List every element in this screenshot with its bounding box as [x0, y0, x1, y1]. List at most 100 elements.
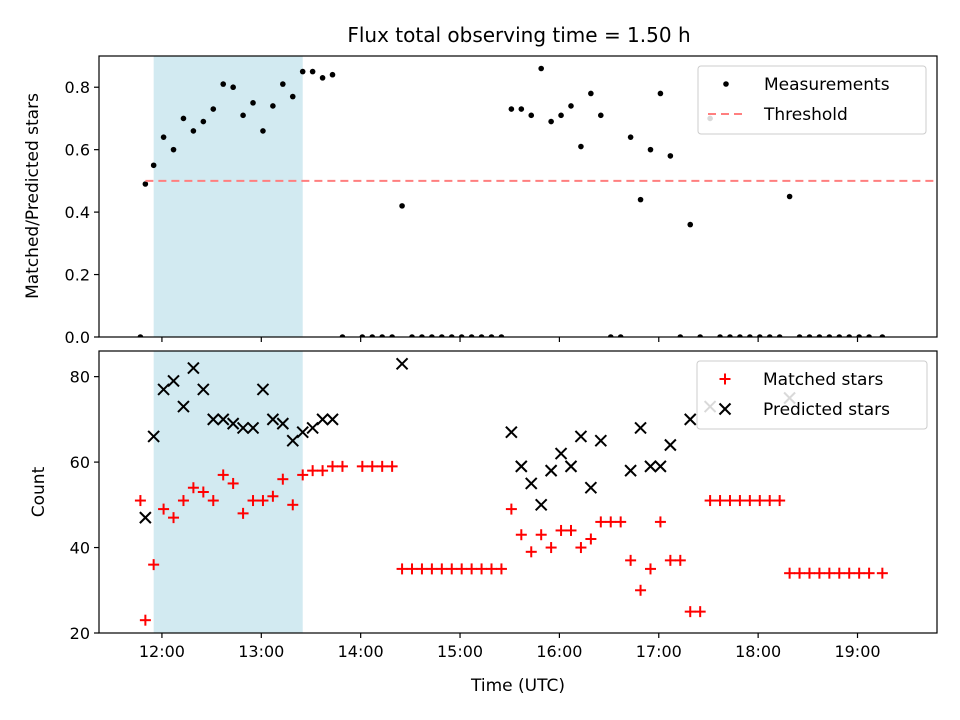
data-point	[786, 193, 793, 200]
matched-point	[317, 465, 329, 477]
predicted-point	[167, 374, 180, 388]
matched-point	[794, 567, 806, 579]
axes-frame	[98, 55, 938, 338]
matched-point	[774, 495, 786, 507]
predicted-point	[634, 421, 647, 435]
data-point	[399, 203, 405, 209]
data-point	[369, 334, 376, 337]
data-point	[737, 334, 743, 337]
legend-swatch	[723, 81, 729, 87]
data-point	[856, 334, 862, 337]
predicted-point	[217, 413, 230, 426]
data-point	[697, 334, 703, 337]
matched-point	[545, 542, 557, 554]
matched-point	[267, 490, 279, 502]
matched-point	[754, 495, 766, 507]
data-point	[458, 334, 465, 337]
matched-point	[396, 563, 408, 575]
series-0	[134, 460, 888, 626]
data-point	[389, 334, 395, 337]
matched-point	[217, 469, 229, 481]
data-point	[727, 334, 733, 337]
matched-point	[694, 606, 706, 618]
matched-point	[505, 503, 517, 515]
matched-point	[197, 486, 209, 498]
matched-point	[734, 495, 746, 507]
matched-point	[515, 529, 527, 541]
data-point	[299, 68, 306, 75]
matched-point	[297, 469, 309, 481]
data-point	[617, 334, 624, 337]
matched-point	[823, 567, 835, 579]
predicted-point	[505, 425, 518, 439]
matched-point	[237, 507, 249, 519]
matched-point	[615, 516, 627, 528]
data-point	[647, 146, 654, 153]
data-point	[879, 334, 886, 337]
data-point	[160, 134, 167, 140]
data-point	[478, 334, 485, 337]
data-point	[250, 100, 256, 106]
predicted-point	[276, 417, 290, 430]
data-point	[230, 84, 236, 91]
x-tick-label: 17:00	[636, 642, 682, 661]
matched-point	[187, 482, 199, 494]
matched-point	[876, 567, 888, 579]
matched-point	[595, 516, 607, 528]
matched-point	[247, 495, 259, 507]
predicted-point	[554, 447, 568, 460]
top-panel: Matched/Predicted stars 0.0 0.2 0.4 0.6 0.8 M…	[23, 55, 938, 347]
data-point	[756, 334, 763, 337]
y-tick-label: 80	[70, 368, 90, 387]
matched-point	[436, 563, 448, 575]
predicted-point	[316, 413, 329, 426]
matched-point	[704, 495, 716, 507]
legend-swatch	[719, 373, 731, 385]
predicted-point	[157, 383, 170, 396]
legend-swatch	[718, 402, 732, 416]
data-point	[588, 90, 594, 97]
matched-point	[466, 563, 478, 575]
series-0	[137, 65, 886, 337]
predicted-point	[664, 438, 677, 452]
predicted-point	[139, 511, 152, 524]
matched-point	[426, 563, 438, 575]
data-point	[468, 334, 475, 337]
data-point	[280, 81, 286, 87]
y-tick-label: 0.0	[65, 328, 90, 347]
data-point	[220, 81, 227, 87]
matched-point	[525, 546, 537, 558]
predicted-point	[534, 498, 548, 512]
matched-point	[356, 460, 368, 472]
matched-point	[227, 477, 239, 489]
matched-point	[277, 473, 289, 485]
predicted-point	[197, 383, 210, 396]
matched-point	[366, 460, 378, 472]
predicted-point	[684, 413, 697, 426]
predicted-point	[286, 434, 299, 447]
matched-point	[635, 584, 647, 596]
axes-frame	[98, 350, 938, 634]
data-point	[142, 181, 149, 187]
x-tick-label: 16:00	[536, 642, 582, 661]
predicted-point	[296, 425, 309, 439]
data-point	[200, 118, 207, 125]
data-point	[359, 334, 366, 337]
matched-point	[605, 516, 617, 528]
matched-point	[644, 563, 656, 575]
data-point	[687, 221, 694, 228]
predicted-point	[624, 464, 637, 477]
matched-point	[307, 465, 319, 477]
data-point	[137, 334, 144, 337]
matched-point	[476, 563, 488, 575]
legend-label: Threshold	[763, 105, 848, 125]
matched-point	[813, 567, 825, 579]
data-point	[806, 334, 813, 337]
matched-point	[139, 614, 151, 626]
data-point	[568, 103, 574, 109]
matched-point	[287, 499, 299, 511]
predicted-point	[594, 434, 608, 447]
data-point	[538, 65, 544, 72]
data-point	[210, 106, 217, 112]
y-tick-label: 60	[70, 453, 90, 472]
